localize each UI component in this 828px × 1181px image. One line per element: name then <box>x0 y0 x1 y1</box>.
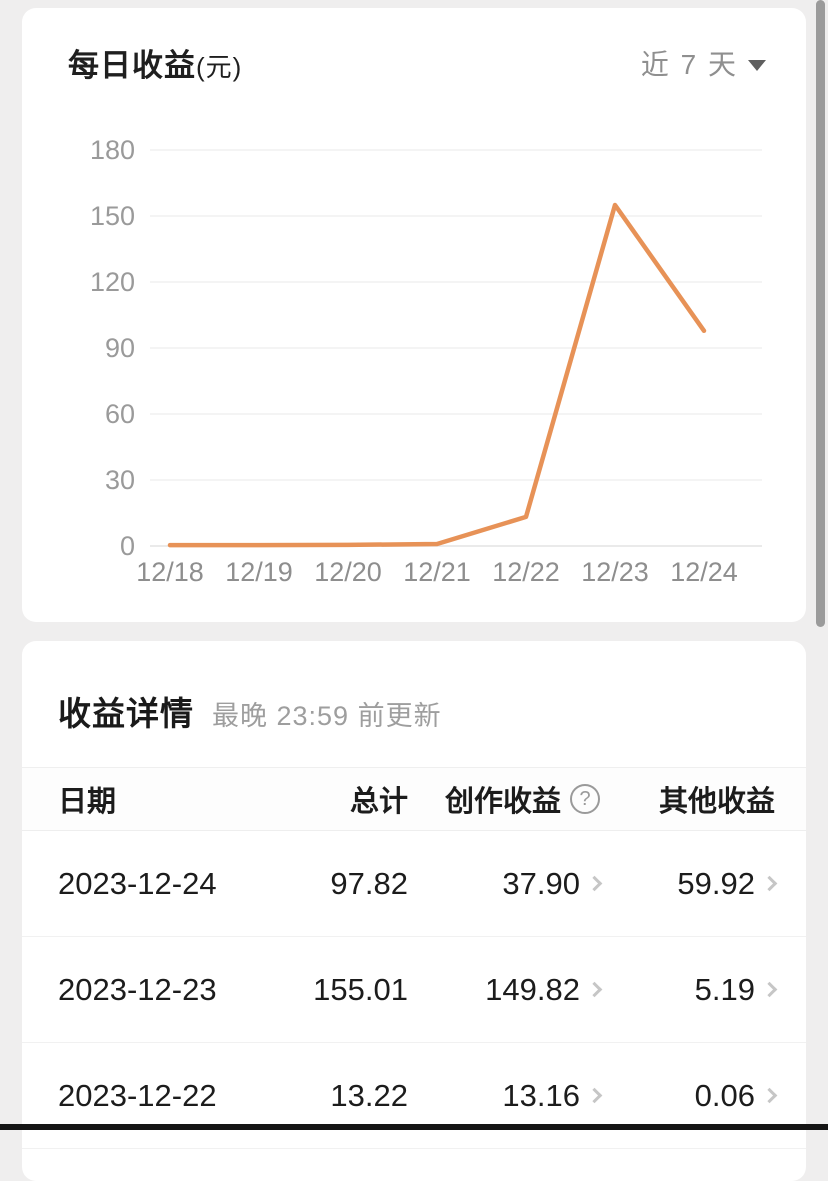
update-note: 最晚 23:59 前更新 <box>212 701 442 731</box>
detail-title: 收益详情 <box>58 695 194 732</box>
date-range-label: 近 7 天 <box>640 48 738 80</box>
total-cell: 13.22 <box>330 1077 408 1113</box>
earnings-table: 日期 总计 创作收益 ? 其他收益 2023-12-24 97.82 37.90… <box>22 767 806 1149</box>
x-axis-tick-label: 12/20 <box>314 557 382 587</box>
y-axis-tick-label: 150 <box>90 201 135 231</box>
detail-card-header: 收益详情 最晚 23:59 前更新 <box>22 641 806 735</box>
chevron-right-icon <box>761 875 778 892</box>
x-axis-tick-label: 12/24 <box>670 557 738 587</box>
chevron-right-icon <box>761 1087 778 1104</box>
chevron-down-icon <box>748 59 766 71</box>
help-icon[interactable]: ? <box>570 784 600 814</box>
date-cell: 2023-12-24 <box>58 865 217 901</box>
y-axis-tick-label: 60 <box>105 399 135 429</box>
table-header-row: 日期 总计 创作收益 ? 其他收益 <box>22 767 806 831</box>
table-row: 2023-12-24 97.82 37.90 59.92 <box>22 831 806 937</box>
x-axis-tick-label: 12/23 <box>581 557 649 587</box>
x-axis-tick-label: 12/22 <box>492 557 560 587</box>
screen-bottom-edge <box>0 1124 828 1130</box>
creation-value: 149.82 <box>485 971 580 1007</box>
other-cell[interactable]: 0.06 <box>600 1077 778 1114</box>
header-creation-label: 创作收益 <box>444 786 561 818</box>
table-row: 2023-12-23 155.01 149.82 5.19 <box>22 937 806 1043</box>
creation-value: 13.16 <box>502 1077 580 1113</box>
header-creation: 创作收益 ? <box>408 778 600 820</box>
creation-cell[interactable]: 13.16 <box>408 1077 603 1114</box>
creation-cell[interactable]: 149.82 <box>408 971 603 1008</box>
daily-earnings-line-chart[interactable]: 0 30 60 90 120 150 180 12/18 12/19 12/20 12/21 12/2… <box>22 109 806 609</box>
other-cell[interactable]: 59.92 <box>600 865 778 902</box>
y-axis-tick-label: 0 <box>120 531 135 561</box>
earnings-detail-card: 收益详情 最晚 23:59 前更新 日期 总计 创作收益 ? 其他收益 2023… <box>22 641 806 1181</box>
x-axis-tick-label: 12/21 <box>403 557 471 587</box>
header-date: 日期 <box>58 786 117 818</box>
date-cell: 2023-12-22 <box>58 1077 217 1113</box>
other-cell[interactable]: 5.19 <box>600 971 778 1008</box>
y-axis-tick-label: 90 <box>105 333 135 363</box>
other-value: 0.06 <box>694 1077 755 1113</box>
date-range-selector[interactable]: 近 7 天 <box>641 43 766 83</box>
total-cell: 97.82 <box>330 865 408 901</box>
header-total: 总计 <box>349 786 408 818</box>
y-axis-tick-label: 180 <box>90 135 135 165</box>
x-axis-tick-label: 12/18 <box>136 557 204 587</box>
date-cell: 2023-12-23 <box>58 971 217 1007</box>
total-cell: 155.01 <box>313 971 408 1007</box>
creation-cell[interactable]: 37.90 <box>408 865 603 902</box>
earnings-line <box>167 202 707 548</box>
chart-title-text: 每日收益 <box>68 48 196 83</box>
creation-value: 37.90 <box>502 865 580 901</box>
other-value: 5.19 <box>694 971 755 1007</box>
chart-card-header: 每日收益(元) 近 7 天 <box>22 8 806 85</box>
table-row: 2023-12-22 13.22 13.16 0.06 <box>22 1043 806 1149</box>
header-other: 其他收益 <box>658 786 775 818</box>
chart-title-unit: (元) <box>196 52 243 82</box>
y-axis-tick-label: 30 <box>105 465 135 495</box>
scrollbar-thumb[interactable] <box>816 0 825 627</box>
chart-title: 每日收益(元) <box>68 40 242 85</box>
other-value: 59.92 <box>677 865 755 901</box>
daily-earnings-card: 每日收益(元) 近 7 天 0 30 60 90 120 150 180 12/18 12/19… <box>22 8 806 622</box>
chevron-right-icon <box>761 981 778 998</box>
y-axis-tick-label: 120 <box>90 267 135 297</box>
x-axis-tick-label: 12/19 <box>225 557 293 587</box>
